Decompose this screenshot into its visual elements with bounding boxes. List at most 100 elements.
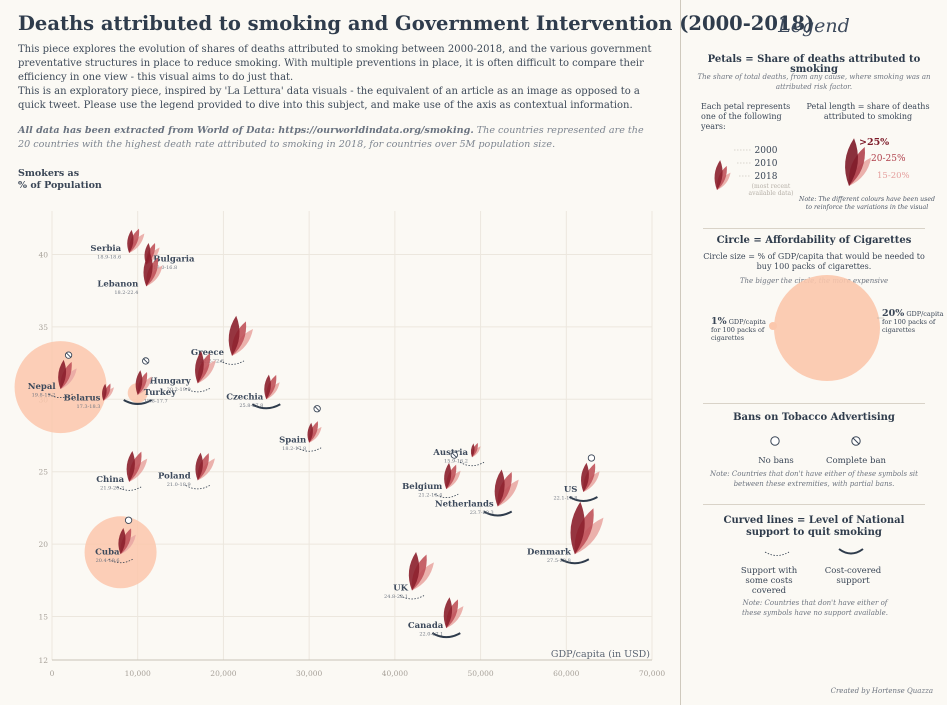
country-label: Turkey	[144, 388, 178, 398]
support-covered-label: Cost-covered support	[824, 566, 882, 586]
country-range-label: 18.0-16.8	[153, 265, 177, 271]
intro-text: This piece explores the evolution of sha…	[18, 43, 668, 113]
support-line-some	[296, 447, 322, 452]
support-line-covered	[123, 399, 153, 405]
no-ban-label: No bans	[758, 456, 794, 466]
country-range-label: 18.9-18.6	[97, 255, 121, 261]
petals-heading: Petals = Share of deaths attributed to s…	[707, 54, 921, 75]
y-axis-label-line-2: % of Population	[18, 180, 102, 191]
main-panel: Deaths attributed to smoking and Governm…	[14, 12, 814, 678]
flower-petal-3	[118, 528, 126, 555]
country-label: Bulgaria	[153, 255, 195, 265]
circle-big-label: 20% GDP/capita for 100 packs of cigarett…	[882, 308, 944, 334]
country-label: US	[564, 485, 578, 495]
ban-symbol-strike	[143, 358, 149, 364]
country-label: Belarus	[64, 394, 101, 404]
country-range-label: 18.2-22.4	[114, 290, 138, 296]
circle-small-value: 1%	[711, 316, 727, 327]
flower-petal-3	[408, 551, 420, 591]
country-range-label: 17.3-18.3	[76, 404, 100, 410]
country-range-label: 15.9-16.2	[444, 459, 468, 465]
country-range-label: 18.8-17.7	[144, 398, 168, 404]
country-label: Belgium	[402, 482, 442, 492]
flower-petal-3	[195, 452, 203, 481]
country-range-label: 22.2-22.6	[200, 358, 224, 364]
legend-years-flower-petal-3	[714, 160, 723, 190]
legend-separator-1	[703, 228, 925, 229]
ban-symbol-strike	[451, 452, 457, 458]
x-tick-label-0: 0	[50, 669, 55, 678]
data-source-description: The countries represented are the 20 cou…	[18, 125, 644, 150]
intro-paragraph-1: This piece explores the evolution of sha…	[18, 44, 652, 83]
country-label: Netherlands	[435, 499, 494, 509]
y-axis-label-line-1: Smokers as	[18, 168, 79, 179]
y-tick-label-5: 35	[38, 323, 48, 332]
country-label: Hungary	[149, 376, 191, 386]
flower-petal-3	[228, 315, 240, 356]
circle-subtitle: Circle size = % of GDP/capita that would…	[703, 252, 925, 271]
legend-years-flower-petal-1	[717, 172, 731, 190]
intro-paragraph-2: This is an exploratory piece, inspired b…	[18, 86, 640, 111]
legend-year-2018: 2018	[754, 172, 778, 182]
legend-title: Legend	[778, 15, 850, 37]
bans-note: Note: Countries that don't have either o…	[710, 470, 918, 488]
circle-big-value: 20%	[882, 308, 905, 319]
country-label: Nepal	[28, 382, 57, 392]
legend-complete-ban-icon	[851, 436, 861, 446]
flower-petal-3	[135, 370, 143, 395]
x-tick-label-2: 20,000	[210, 669, 236, 678]
country-label: Czechia	[226, 392, 264, 402]
legend-support-some-line	[764, 551, 790, 556]
country-label: China	[96, 475, 124, 485]
country-range-label: 21.0-18.9	[167, 482, 191, 488]
flower-petal-3	[126, 451, 135, 482]
flower-petal-3	[443, 597, 453, 629]
flower-petal-3	[307, 422, 313, 443]
bans-heading: Bans on Tobacco Advertising	[733, 412, 895, 423]
flower-petal-3	[127, 229, 134, 254]
country-label: UK	[393, 583, 408, 593]
x-tick-label-4: 40,000	[382, 669, 408, 678]
flower-petal-3	[195, 350, 204, 384]
legend-separator-2	[703, 403, 925, 404]
country-range-label: 27.5-22.8	[547, 558, 571, 564]
country-range-label: 23.7-20.3	[470, 510, 494, 516]
country-range-label: 18.2-17.8	[282, 446, 306, 452]
flower-petal-3	[581, 462, 589, 492]
country-range-label: 22.0-17.1	[419, 632, 443, 638]
legend-years-note: (most recent available data)	[748, 183, 794, 197]
legend-circle-big	[774, 275, 880, 381]
legend-no-ban-icon	[770, 436, 780, 446]
legend-level-mid: 20-25%	[871, 154, 906, 164]
ban-symbol-strike	[314, 406, 320, 412]
support-line-some	[399, 595, 425, 600]
country-label: Canada	[408, 621, 444, 631]
ban-symbol-circle	[124, 516, 133, 524]
support-line-covered	[431, 632, 461, 639]
country-label: Spain	[279, 436, 306, 446]
flower-petal-3	[264, 374, 271, 400]
legend-year-2010: 2010	[754, 159, 778, 169]
petals-subtitle: The share of total deaths, from any caus…	[697, 73, 931, 91]
support-line-some	[108, 558, 133, 564]
ban-symbol-strike	[66, 352, 72, 358]
country-label: Poland	[158, 471, 191, 481]
support-line-covered	[483, 510, 513, 517]
support-line-some	[185, 485, 210, 490]
legend-panel: Legend Petals = Share of deaths attribut…	[681, 0, 947, 705]
flower-petal-3	[444, 462, 452, 490]
support-line-covered	[568, 496, 598, 502]
support-line-some	[48, 393, 73, 399]
country-label: Serbia	[90, 244, 121, 254]
legend-length-flower-petal-1	[849, 157, 872, 186]
x-tick-label-6: 60,000	[553, 669, 579, 678]
